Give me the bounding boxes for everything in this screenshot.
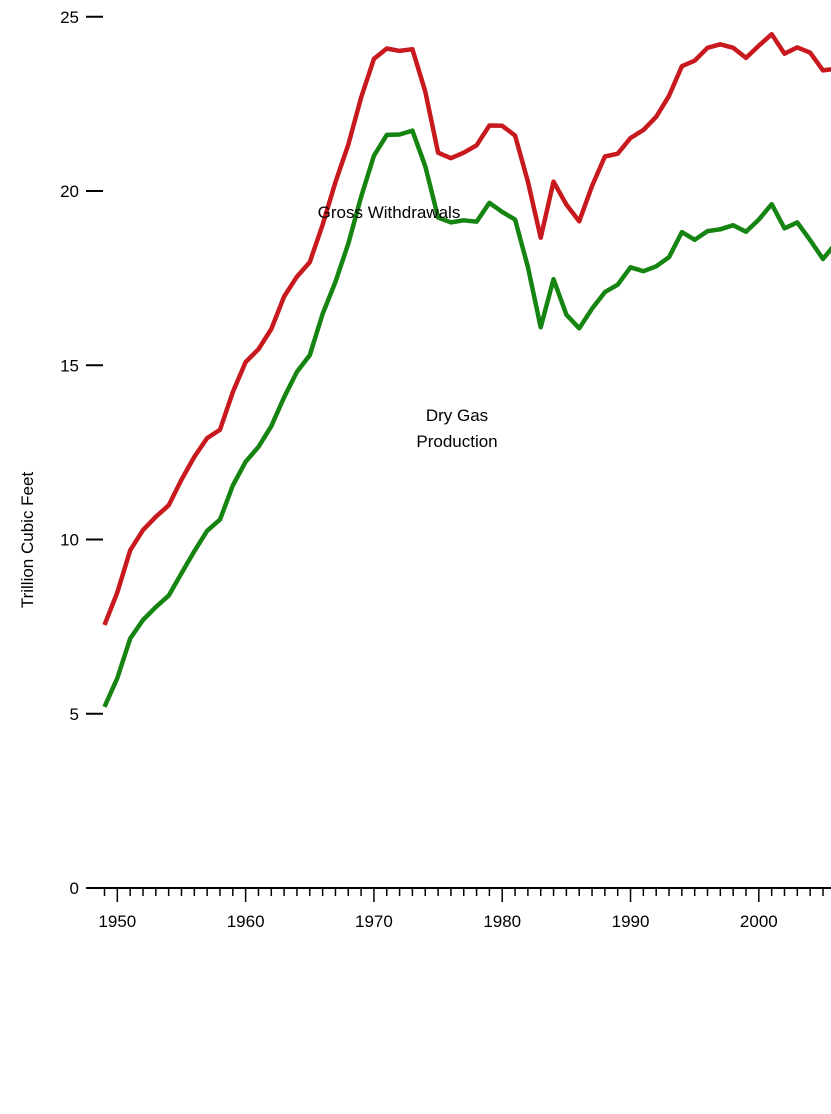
series-labels: Gross Withdrawals Dry Gas Production <box>318 203 498 451</box>
y-tick-label-5: 5 <box>70 705 79 724</box>
x-tick-label-1960: 1960 <box>227 912 265 931</box>
x-tick-label-1970: 1970 <box>355 912 393 931</box>
y-tick-label-20: 20 <box>60 182 79 201</box>
production-label: Production <box>416 432 497 451</box>
series-lines <box>102 31 831 708</box>
x-tick-label-1980: 1980 <box>483 912 521 931</box>
series-line-gross-withdrawals <box>102 31 831 626</box>
gross-withdrawals-label: Gross Withdrawals <box>318 203 461 222</box>
y-tick-label-10: 10 <box>60 531 79 550</box>
y-tick-label-0: 0 <box>70 879 79 898</box>
y-axis-title: Trillion Cubic Feet <box>18 472 37 609</box>
dry-gas-label: Dry Gas <box>426 406 488 425</box>
y-tick-label-25: 25 <box>60 8 79 27</box>
x-tick-label-1990: 1990 <box>612 912 650 931</box>
x-tick-label-2000: 2000 <box>740 912 778 931</box>
x-axis: 1950 1960 1970 1980 1990 2000 <box>98 887 831 931</box>
y-axis: 051015202530 <box>60 8 103 898</box>
series-line-dry-gas-production <box>102 128 831 708</box>
x-tick-label-1950: 1950 <box>98 912 136 931</box>
y-tick-label-15: 15 <box>60 356 79 375</box>
